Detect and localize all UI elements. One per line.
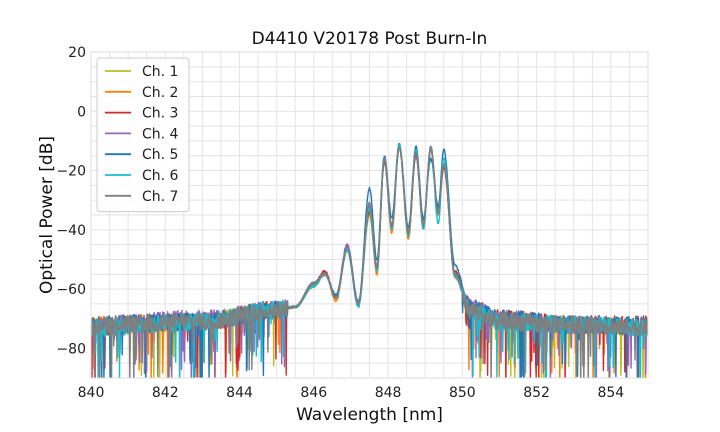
x-tick-label: 840 [78,385,105,401]
x-tick-label: 848 [375,385,402,401]
plot-frame [90,51,649,379]
x-tick-label: 844 [226,385,253,401]
x-tick-labels: 840 842 844 846 848 850 852 854 [78,385,625,401]
x-tick-label: 846 [300,385,327,401]
x-tick-label: 850 [449,385,476,401]
y-tick-label: 0 [77,104,86,120]
legend-box [96,57,190,213]
legend-label: Ch. 1 [142,64,178,80]
legend-label: Ch. 2 [142,85,178,101]
legend-label: Ch. 5 [142,147,178,163]
y-tick-label: −60 [56,282,86,298]
legend-label: Ch. 6 [142,168,179,184]
y-tick-label: −80 [56,341,86,357]
y-tick-label: −20 [56,164,86,180]
legend-label: Ch. 7 [142,189,178,205]
legend-label: Ch. 3 [142,106,178,122]
y-tick-labels: −80 −60 −40 −20 0 20 [56,45,86,357]
chart-title: D4410 V20178 Post Burn-In [252,29,488,49]
x-tick-label: 842 [152,385,179,401]
legend: Ch. 1 Ch. 2 Ch. 3 Ch. 4 Ch. 5 Ch. 6 Ch. 7 [96,57,190,213]
y-axis-label: Optical Power [dB] [37,136,57,294]
series-layer [91,142,648,378]
x-axis-label: Wavelength [nm] [296,405,443,425]
x-tick-label: 854 [597,385,624,401]
y-tick-label: −40 [56,223,86,239]
legend-label: Ch. 4 [142,126,179,142]
y-tick-label: 20 [68,45,86,61]
x-tick-label: 852 [523,385,550,401]
series-line-7 [91,145,648,378]
